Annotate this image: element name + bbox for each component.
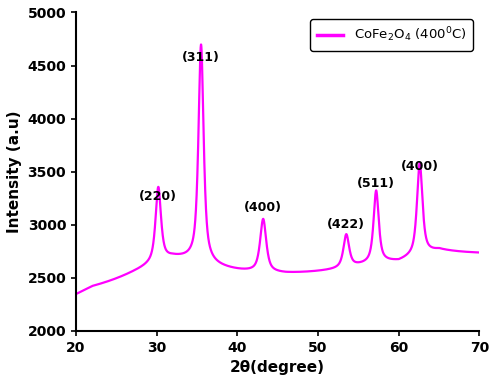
Text: (511): (511): [357, 176, 395, 189]
Text: (220): (220): [139, 191, 177, 204]
X-axis label: 2θ(degree): 2θ(degree): [230, 360, 325, 375]
Text: (400): (400): [401, 160, 439, 173]
Y-axis label: Intensity (a.u): Intensity (a.u): [7, 110, 22, 233]
Text: (311): (311): [182, 52, 220, 65]
Text: (400): (400): [244, 201, 282, 214]
Legend: CoFe$_2$O$_4$ (400$^0$C): CoFe$_2$O$_4$ (400$^0$C): [310, 19, 473, 51]
Text: (422): (422): [327, 218, 365, 231]
